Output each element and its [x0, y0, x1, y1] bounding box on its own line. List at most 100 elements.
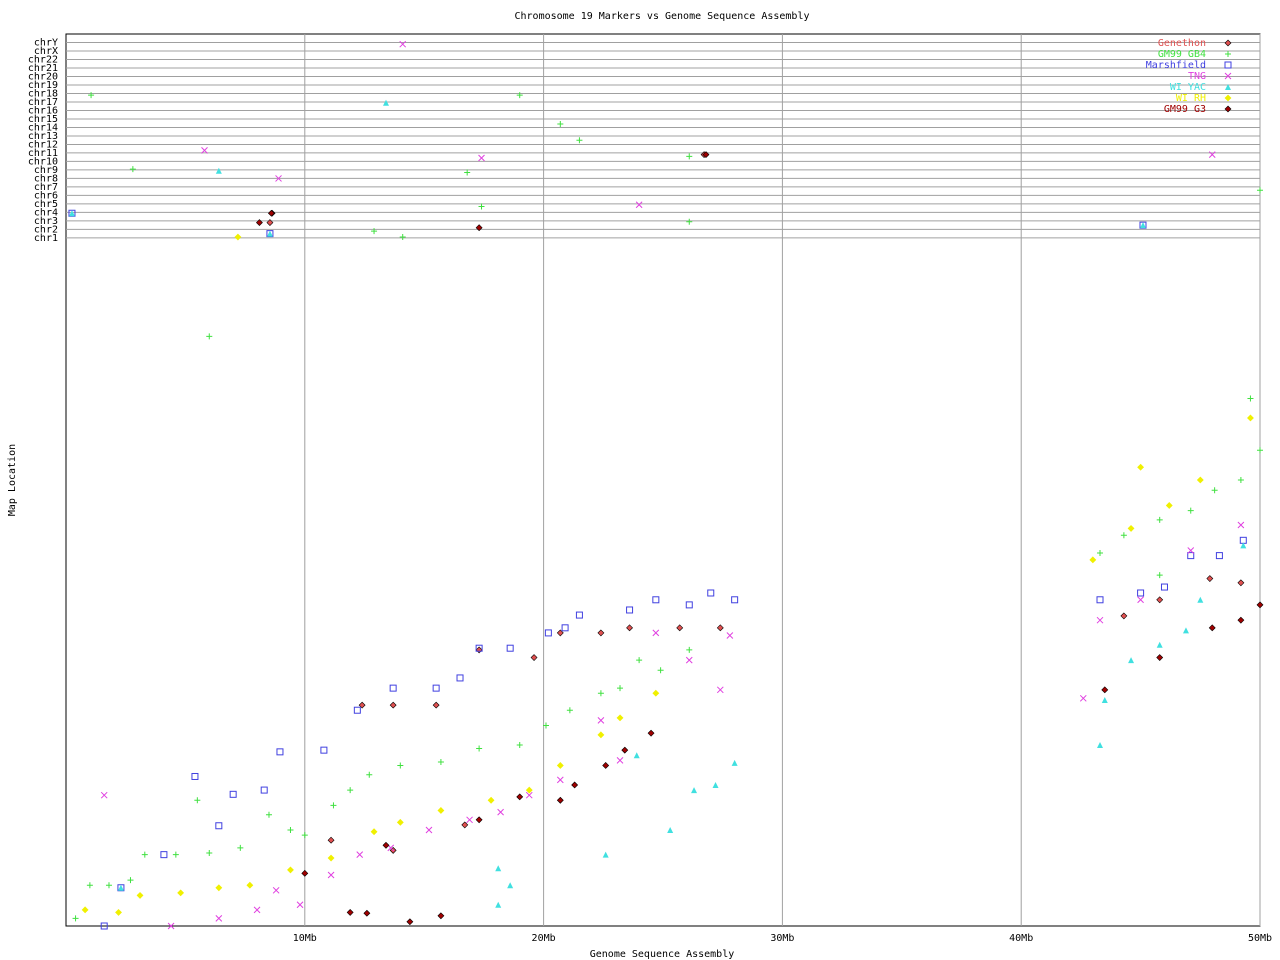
- data-point: [1208, 624, 1216, 632]
- data-point: [72, 915, 79, 922]
- data-point: [478, 203, 485, 210]
- legend-label: WI RH: [1176, 93, 1206, 104]
- data-point: [571, 781, 579, 789]
- data-point: [1237, 579, 1245, 587]
- data-point: [1137, 589, 1145, 597]
- y-tick-label: chr4: [34, 207, 58, 218]
- data-point: [81, 906, 89, 914]
- data-point: [652, 596, 660, 604]
- data-point: [363, 909, 371, 917]
- data-point: [667, 827, 674, 834]
- legend-label: GM99 G3: [1164, 104, 1206, 115]
- data-point: [495, 865, 502, 872]
- y-tick-label: chr15: [28, 114, 58, 125]
- data-point: [194, 797, 201, 804]
- data-point: [636, 657, 643, 664]
- data-point: [621, 746, 629, 754]
- data-point: [266, 219, 274, 227]
- y-tick-label: chr6: [34, 190, 58, 201]
- data-point: [602, 762, 610, 769]
- data-point: [1197, 596, 1204, 603]
- y-tick-label: chr10: [28, 156, 58, 167]
- data-point: [1137, 463, 1145, 471]
- legend-marker: [1225, 51, 1231, 57]
- data-point: [172, 851, 179, 858]
- data-point: [1156, 596, 1164, 604]
- data-point: [506, 644, 514, 652]
- data-point: [115, 908, 122, 916]
- data-point: [382, 99, 389, 106]
- data-point: [1211, 487, 1218, 494]
- data-point: [525, 786, 533, 794]
- y-tick-label: chr5: [34, 199, 58, 210]
- data-point: [396, 818, 404, 826]
- y-tick-label: chr12: [28, 139, 58, 150]
- data-point: [1187, 547, 1195, 554]
- x-tick-label: 40Mb: [1009, 933, 1033, 944]
- data-point: [382, 841, 390, 849]
- data-point: [633, 752, 640, 759]
- data-point: [1237, 477, 1244, 483]
- data-point: [68, 210, 75, 217]
- data-point: [542, 722, 549, 729]
- data-point: [1089, 556, 1097, 564]
- data-point: [1156, 641, 1163, 648]
- data-point: [712, 781, 719, 788]
- data-point: [530, 654, 538, 661]
- data-point: [347, 787, 354, 794]
- data-point: [726, 632, 734, 639]
- data-point: [100, 922, 108, 930]
- data-point: [1247, 395, 1254, 402]
- data-point: [685, 601, 693, 609]
- data-point: [1101, 686, 1109, 694]
- data-point: [1196, 476, 1204, 484]
- data-point: [707, 589, 715, 597]
- data-point: [206, 333, 213, 340]
- data-point: [366, 771, 373, 778]
- data-point: [358, 701, 366, 709]
- data-point: [1187, 507, 1194, 514]
- data-point: [716, 624, 724, 632]
- data-point: [1128, 657, 1135, 664]
- legend-marker: [1224, 39, 1232, 47]
- data-point: [647, 729, 655, 737]
- data-point: [1215, 552, 1223, 560]
- data-point: [437, 807, 445, 814]
- data-point: [602, 851, 609, 858]
- data-point: [432, 701, 440, 709]
- data-point: [466, 816, 473, 824]
- data-point: [117, 884, 124, 891]
- y-tick-label: chr20: [28, 71, 58, 82]
- data-point: [327, 854, 335, 862]
- data-point: [475, 224, 483, 232]
- data-point: [1120, 532, 1127, 539]
- data-point: [686, 646, 693, 653]
- data-point: [1096, 616, 1104, 624]
- data-point: [1257, 187, 1263, 194]
- data-point: [389, 684, 397, 692]
- data-point: [475, 816, 483, 824]
- y-tick-label: chr21: [28, 63, 58, 74]
- y-tick-label: chr7: [34, 182, 58, 193]
- data-point: [516, 92, 523, 99]
- legend-marker: [1224, 72, 1232, 80]
- data-point: [1256, 601, 1264, 609]
- data-point: [276, 748, 284, 756]
- data-point: [476, 745, 483, 752]
- data-point: [215, 915, 223, 922]
- data-point: [597, 731, 605, 739]
- data-point: [215, 167, 222, 174]
- data-point: [327, 871, 335, 879]
- data-point: [497, 808, 504, 816]
- data-point: [597, 690, 604, 697]
- data-point: [475, 646, 483, 654]
- data-point: [1101, 697, 1108, 704]
- y-tick-label: chr11: [28, 148, 58, 159]
- data-point: [685, 656, 693, 664]
- x-tick-label: 10Mb: [293, 933, 317, 944]
- data-point: [461, 821, 469, 829]
- data-point: [201, 147, 208, 154]
- data-point: [1137, 596, 1144, 604]
- legend-label: Marshfield: [1146, 60, 1206, 71]
- data-point: [702, 151, 710, 159]
